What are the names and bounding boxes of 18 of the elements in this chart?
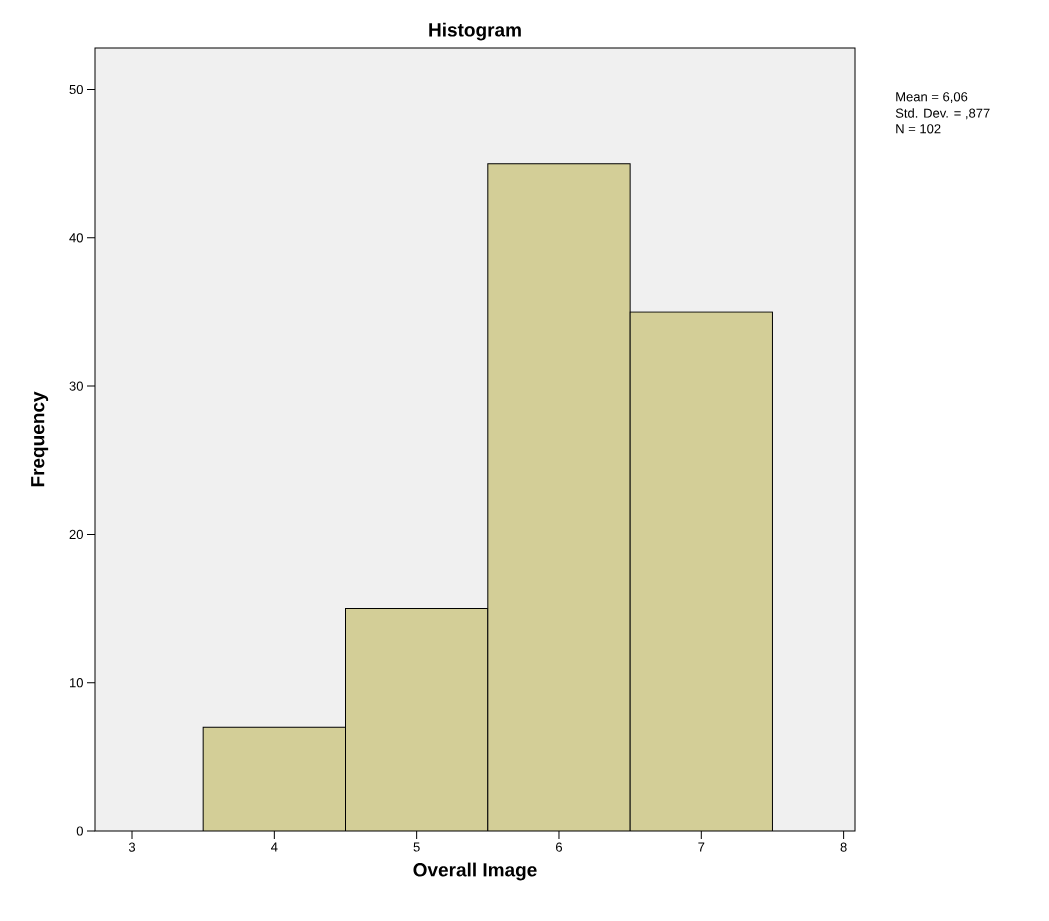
y-tick-label: 50: [69, 84, 83, 95]
x-axis-title: Overall Image: [413, 862, 537, 881]
text: N = 102: [896, 124, 941, 134]
y-tick-label: 40: [69, 233, 83, 243]
x-tick-label: 5: [413, 842, 420, 852]
text: Mean = 6,06: [896, 92, 968, 103]
x-tick-label: 4: [271, 842, 278, 852]
y-tick-label: 30: [69, 381, 83, 391]
x-tick-label: 8: [840, 842, 847, 852]
x-tick-label: 6: [556, 842, 563, 852]
y-axis-title: Frequency: [31, 391, 49, 487]
y-tick-label: 20: [69, 529, 83, 540]
x-tick-label: 3: [128, 842, 136, 852]
chart-title: Histogram: [429, 22, 521, 41]
text: Std. Dev. = ,877: [895, 108, 990, 120]
y-tick-label: 0: [76, 826, 83, 836]
y-tick-label: 10: [69, 678, 83, 688]
x-tick-label: 7: [698, 842, 705, 852]
